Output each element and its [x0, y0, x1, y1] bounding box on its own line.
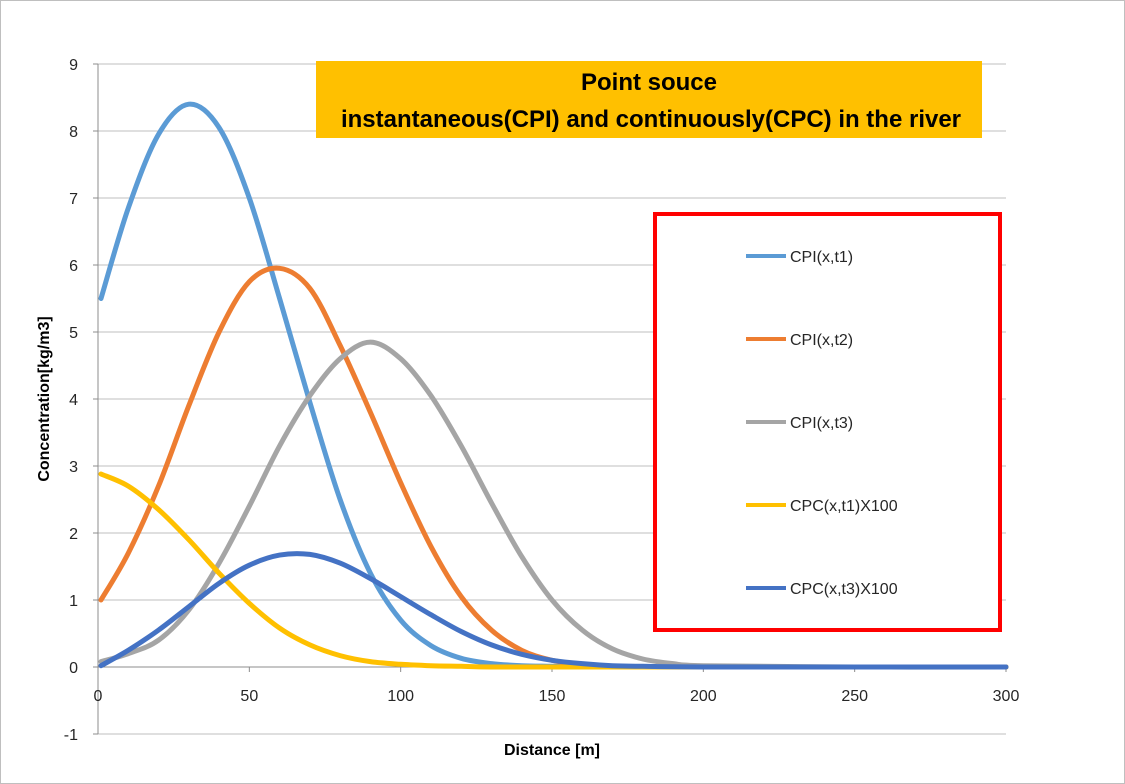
x-tick-label: 100: [387, 688, 414, 705]
x-tick-label: 150: [539, 688, 566, 705]
y-axis-title: Concentration[kg/m3]: [36, 316, 53, 481]
x-axis-title: Distance [m]: [504, 742, 600, 759]
y-tick-label: 8: [69, 124, 78, 141]
legend-label-1: CPI(x,t1): [790, 249, 853, 266]
legend-label-2: CPI(x,t2): [790, 332, 853, 349]
y-tick-label: 6: [69, 258, 78, 275]
y-tick-label: -1: [64, 727, 78, 744]
legend-label-3: CPI(x,t3): [790, 415, 853, 432]
y-tick-label: 2: [69, 526, 78, 543]
y-tick-labels: -1 0 1 2 3 4 5 6 7 8 9: [64, 57, 98, 744]
y-tick-label: 7: [69, 191, 78, 208]
x-tick-label: 300: [993, 688, 1020, 705]
x-tick-label: 50: [240, 688, 258, 705]
x-tick-labels: 0 50 100 150 200 250 300: [94, 667, 1020, 705]
chart-title: Point souce: [581, 69, 717, 96]
y-tick-label: 9: [69, 57, 78, 74]
y-tick-label: 1: [69, 593, 78, 610]
y-tick-label: 4: [69, 392, 78, 409]
x-tick-label: 250: [841, 688, 868, 705]
legend-label-4: CPC(x,t1)X100: [790, 498, 898, 515]
legend-box: [653, 212, 1002, 632]
series-line-3: [98, 339, 1009, 670]
chart-subtitle: instantaneous(CPI) and continuously(CPC)…: [341, 106, 961, 133]
y-tick-label: 3: [69, 459, 78, 476]
title-box: [316, 61, 982, 138]
series-line-5: [98, 551, 1009, 670]
legend-label-5: CPC(x,t3)X100: [790, 581, 898, 598]
series-lines: [98, 101, 1009, 670]
x-tick-label: 200: [690, 688, 717, 705]
y-tick-label: 0: [69, 660, 78, 677]
legend: CPI(x,t1) CPI(x,t2) CPI(x,t3) CPC(x,t1)X100…: [746, 249, 898, 598]
y-tick-label: 5: [69, 325, 78, 342]
x-tick-label: 0: [94, 688, 103, 705]
